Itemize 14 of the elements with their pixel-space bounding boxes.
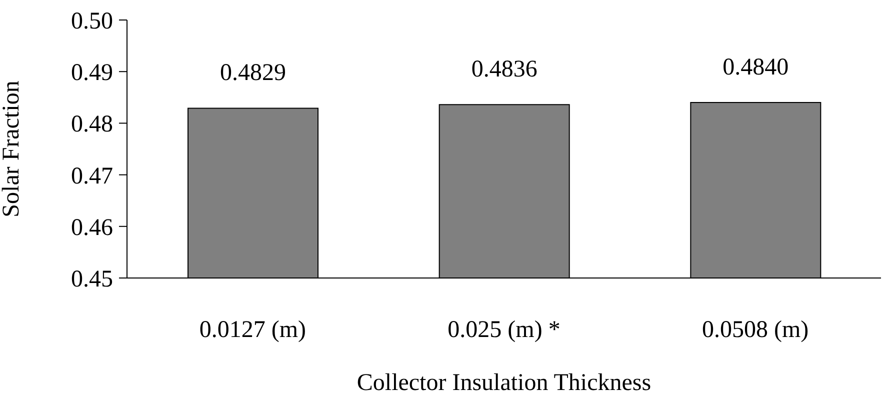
data-label: 0.4836 bbox=[471, 56, 538, 83]
data-label: 0.4840 bbox=[722, 54, 789, 81]
y-tick-label: 0.50 bbox=[71, 8, 113, 35]
x-axis-title: Collector Insulation Thickness bbox=[356, 370, 652, 396]
y-tick-label: 0.48 bbox=[71, 112, 113, 138]
x-tick-label: 0.0127 (m) bbox=[199, 317, 306, 344]
y-tick-label: 0.47 bbox=[71, 163, 113, 190]
y-tick-label: 0.49 bbox=[71, 60, 113, 86]
y-tick-label: 0.45 bbox=[71, 266, 113, 293]
data-label: 0.4829 bbox=[220, 60, 286, 86]
y-axis-title: Solar Fraction bbox=[0, 80, 25, 218]
x-tick-label: 0.025 (m) * bbox=[448, 317, 560, 344]
x-tick-label: 0.0508 (m) bbox=[702, 317, 809, 344]
y-tick-label: 0.46 bbox=[71, 214, 113, 241]
